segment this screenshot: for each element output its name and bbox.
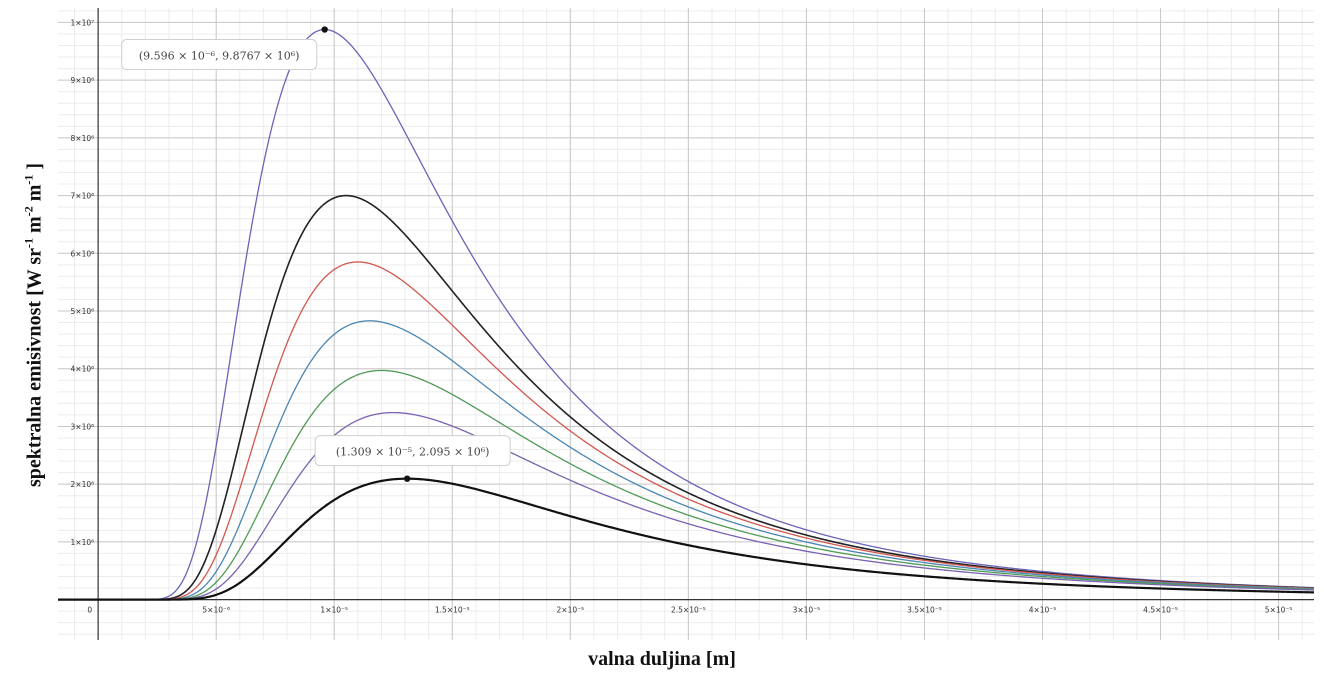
y-axis-label: spektralna emisivnost [W sr-1 m-2 m-1 ]	[22, 163, 47, 487]
series-line-1	[58, 28, 1315, 601]
y-tick-label: 8×10⁶	[71, 134, 95, 143]
y-axis-label-exp-2: -2	[21, 206, 36, 217]
x-tick-label: 3.5×10⁻⁵	[907, 606, 942, 615]
y-tick-label: 4×10⁶	[71, 365, 95, 374]
x-tick-label: 4.5×10⁻⁵	[1143, 606, 1178, 615]
tick-labels: 0 5×10⁻⁶ 1×10⁻⁵ 1.5×10⁻⁵ 2×10⁻⁵ 2.5×10⁻⁵ 3×10⁻…	[71, 18, 1293, 614]
x-tick-label: 0	[87, 606, 92, 615]
y-axis-label-text: spektralna emisivnost [W sr	[23, 247, 46, 488]
y-tick-label: 1×10⁷	[71, 18, 95, 27]
series-line-6	[58, 411, 1315, 601]
major-gridlines	[58, 8, 1314, 640]
series-line-7	[58, 477, 1315, 601]
y-tick-label: 7×10⁶	[71, 192, 95, 201]
y-axis-label-m2: m	[23, 184, 46, 207]
x-tick-label: 5×10⁻⁶	[202, 606, 230, 615]
series-line-5	[58, 369, 1315, 601]
y-axis-label-m1: m	[23, 216, 46, 238]
y-tick-label: 3×10⁶	[71, 422, 95, 431]
annotation-box	[121, 39, 318, 71]
y-tick-label: 1×10⁶	[71, 538, 95, 547]
series-lines	[58, 28, 1315, 601]
series-line-4	[58, 320, 1315, 601]
series-line-3	[58, 261, 1315, 601]
annotation-label: (1.309 × 10⁻⁵, 2.095 × 10⁶)	[336, 446, 490, 459]
annotation-label: (9.596 × 10⁻⁶, 9.8767 × 10⁶)	[139, 50, 300, 63]
y-axis-label-exp-1: -1	[21, 237, 36, 248]
y-axis-label-close: ]	[23, 162, 46, 175]
x-tick-label: 2×10⁻⁵	[557, 606, 585, 615]
axes	[58, 8, 1314, 640]
y-tick-label: 5×10⁶	[71, 307, 95, 316]
annotation-box	[314, 435, 511, 467]
x-tick-label: 4×10⁻⁵	[1029, 606, 1057, 615]
annotation-point	[403, 475, 411, 482]
y-tick-label: 2×10⁶	[71, 480, 95, 489]
y-axis-label-exp-3: -1	[21, 174, 36, 185]
y-tick-label: 9×10⁶	[71, 76, 95, 85]
x-tick-label: 3×10⁻⁵	[793, 606, 821, 615]
x-tick-label: 5×10⁻⁵	[1265, 606, 1293, 615]
x-axis-label: valna duljina [m]	[588, 648, 736, 670]
x-tick-label: 1.5×10⁻⁵	[435, 606, 470, 615]
annotation-point	[321, 26, 328, 33]
annotations: (9.596 × 10⁻⁶, 9.8767 × 10⁶) (1.309 × 10⁻…	[121, 26, 511, 482]
y-tick-label: 6×10⁶	[71, 249, 95, 258]
x-tick-label: 2.5×10⁻⁵	[671, 606, 706, 615]
x-tick-label: 1×10⁻⁵	[320, 606, 348, 615]
